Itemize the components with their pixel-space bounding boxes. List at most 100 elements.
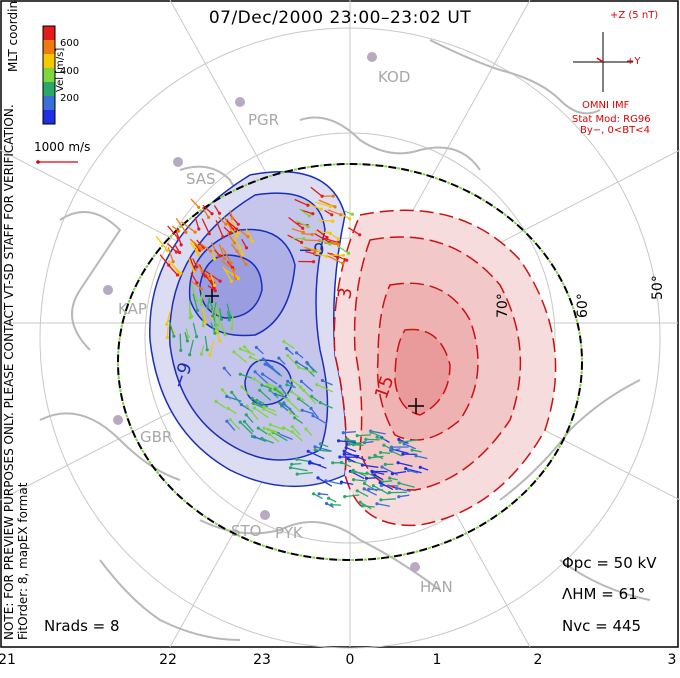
imf-z-label: +Z (5 nT) [610,10,658,21]
velocity-vector-origin [382,444,385,447]
velocity-vector-origin [291,425,294,428]
velocity-vector-origin [244,263,247,266]
velocity-vector-origin [371,470,374,473]
velocity-vector-origin [217,312,220,315]
velocity-vector-origin [232,350,235,353]
velocity-vector-origin [375,502,378,505]
velocity-vector-origin [194,231,197,234]
velocity-vector-origin [331,461,334,464]
stat-lambda-hm: ΛHM = 61° [562,585,645,603]
velocity-vector-origin [380,465,383,468]
velocity-vector-origin [197,206,200,209]
velocity-vector-origin [331,220,334,223]
coast-4 [40,413,180,480]
stat-n-vc: Nvc = 445 [562,617,641,635]
velocity-vector-origin [214,400,217,403]
velocity-vector [381,486,398,487]
imf-condition: By−, 0<BT<4 [580,125,650,136]
velocity-vector-origin [327,497,330,500]
velocity-vector-origin [188,353,191,356]
velocity-vector-origin [302,231,305,234]
velocity-vector-origin [290,463,293,466]
velocity-vector-origin [379,481,382,484]
velocity-vector-origin [290,390,293,393]
velocity-vector-origin [388,477,391,480]
velocity-vector-origin [223,367,226,370]
velocity-vector-origin [295,458,298,461]
velocity-vector-origin [376,436,379,439]
velocity-vector-origin [258,389,261,392]
velocity-vector-origin [200,303,203,306]
velocity-vector-origin [379,451,382,454]
velocity-vector-origin [401,453,404,456]
velocity-vector-origin [254,370,257,373]
colorbar-block [43,68,55,82]
velocity-vector-origin [172,260,175,263]
velocity-vector-origin [224,223,227,226]
velocity-vector-origin [356,489,359,492]
velocity-vector-origin [286,380,289,383]
negative-cell: −9 −9 [150,172,346,487]
velocity-vector-origin [213,332,216,335]
velocity-vector-origin [348,217,351,220]
velocity-vector-origin [330,213,333,216]
velocity-vector-origin [209,250,212,253]
coast-1 [430,40,600,113]
station-marker [410,562,420,572]
colorbar-block [43,82,55,96]
velocity-vector-origin [253,435,256,438]
velocity-vector-origin [347,457,350,460]
velocity-vector-origin [262,357,265,360]
velocity-vector-origin [305,361,308,364]
velocity-vector-origin [246,405,249,408]
velocity-vector-origin [291,430,294,433]
mlt-label-22: 22 [159,652,177,668]
velocity-vector-origin [301,227,304,230]
velocity-vector-origin [398,441,401,444]
velocity-vector-origin [363,482,366,485]
velocity-vector-origin [213,287,216,290]
lat-label-70: 70° [495,293,511,318]
velocity-vector-origin [345,446,348,449]
velocity-vector-origin [343,450,346,453]
velocity-vector-origin [297,366,300,369]
velocity-vector-origin [312,260,315,263]
velocity-vector-origin [325,236,328,239]
velocity-vector-origin [367,488,370,491]
velocity-vector-origin [345,259,348,262]
velocity-vector-origin [302,237,305,240]
velocity-vector-origin [172,335,175,338]
velocity-vector-origin [239,373,242,376]
velocity-vector-origin [328,242,331,245]
velocity-vector-origin [301,409,304,412]
velocity-vector-origin [206,348,209,351]
velocity-vector-origin [235,228,238,231]
velocity-vector-origin [286,354,289,357]
colorbar-tick-400: 400 [60,66,79,77]
velocity-vector-origin [368,456,371,459]
colorbar-tick-600: 600 [60,38,79,49]
preview-note: NOTE: FOR PREVIEW PURPOSES ONLY. PLEASE … [2,104,16,640]
velocity-vector-origin [204,321,207,324]
velocity-vector-origin [225,395,228,398]
velocity-vector-origin [308,460,311,463]
velocity-vector-origin [325,255,328,258]
velocity-vector-origin [264,363,267,366]
velocity-vector-origin [356,455,359,458]
velocity-vector-origin [229,418,232,421]
velocity-colorbar [43,26,55,124]
velocity-vector-origin [235,235,238,238]
velocity-vector-origin [189,316,192,319]
velocity-vector-origin [404,467,407,470]
velocity-vector-origin [197,253,200,256]
velocity-vector-origin [257,427,260,430]
velocity-vector-origin [389,449,392,452]
velocity-vector-origin [352,443,355,446]
velocity-vector-origin [208,354,211,357]
velocity-vector-origin [340,481,343,484]
velocity-vector-origin [210,212,213,215]
velocity-vector-origin [179,349,182,352]
velocity-vector-origin [218,339,221,342]
velocity-vector-origin [336,256,339,259]
coast-3 [60,212,120,350]
